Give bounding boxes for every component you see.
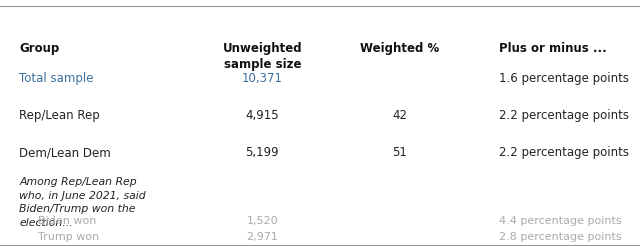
Text: 51: 51 xyxy=(392,146,408,159)
Text: 4.4 percentage points: 4.4 percentage points xyxy=(499,216,622,226)
Text: Biden won: Biden won xyxy=(38,216,97,226)
Text: 1,520: 1,520 xyxy=(246,216,278,226)
Text: Dem/Lean Dem: Dem/Lean Dem xyxy=(19,146,111,159)
Text: Plus or minus ...: Plus or minus ... xyxy=(499,42,607,55)
Text: 2.2 percentage points: 2.2 percentage points xyxy=(499,146,629,159)
Text: 42: 42 xyxy=(392,109,408,122)
Text: Trump won: Trump won xyxy=(38,232,100,242)
Text: 2.2 percentage points: 2.2 percentage points xyxy=(499,109,629,122)
Text: Unweighted
sample size: Unweighted sample size xyxy=(223,42,302,71)
Text: 2.8 percentage points: 2.8 percentage points xyxy=(499,232,622,242)
Text: 5,199: 5,199 xyxy=(246,146,279,159)
Text: Among Rep/Lean Rep
who, in June 2021, said
Biden/Trump won the
election...: Among Rep/Lean Rep who, in June 2021, sa… xyxy=(19,177,146,228)
Text: Total sample: Total sample xyxy=(19,72,93,85)
Text: Rep/Lean Rep: Rep/Lean Rep xyxy=(19,109,100,122)
Text: Group: Group xyxy=(19,42,60,55)
Text: 10,371: 10,371 xyxy=(242,72,283,85)
Text: 4,915: 4,915 xyxy=(246,109,279,122)
Text: 1.6 percentage points: 1.6 percentage points xyxy=(499,72,629,85)
Text: Weighted %: Weighted % xyxy=(360,42,440,55)
Text: 2,971: 2,971 xyxy=(246,232,278,242)
